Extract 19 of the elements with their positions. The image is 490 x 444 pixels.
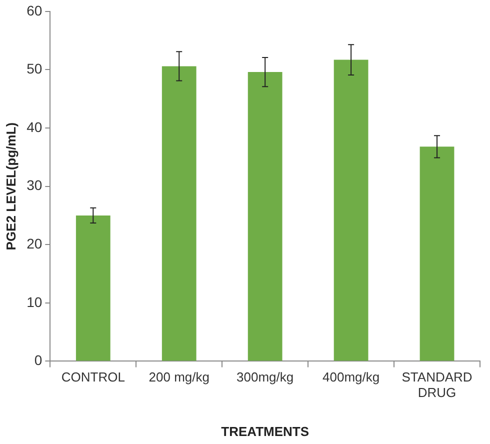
- x-axis-title: TREATMENTS: [221, 424, 310, 439]
- bar: [420, 146, 454, 361]
- x-tick-label: CONTROL: [61, 370, 125, 385]
- y-tick-label: 20: [26, 235, 42, 252]
- x-tick-label: STANDARD DRUG: [402, 370, 472, 400]
- bar: [76, 215, 110, 361]
- x-tick-label: 200 mg/kg: [148, 370, 210, 385]
- bar: [248, 72, 282, 361]
- y-tick-label: 30: [26, 177, 42, 194]
- y-axis-title: PGE2 LEVEL(pg/mL): [3, 122, 18, 250]
- x-tick-label: 400mg/kg: [322, 370, 380, 385]
- y-tick-label: 40: [26, 118, 42, 135]
- y-tick-label: 10: [26, 294, 42, 310]
- y-tick-label: 60: [26, 2, 42, 18]
- x-tick-label: 300mg/kg: [236, 370, 294, 385]
- y-tick-label: 0: [34, 352, 42, 368]
- y-tick-label: 50: [26, 60, 42, 77]
- bar: [334, 60, 368, 361]
- bar: [162, 66, 196, 361]
